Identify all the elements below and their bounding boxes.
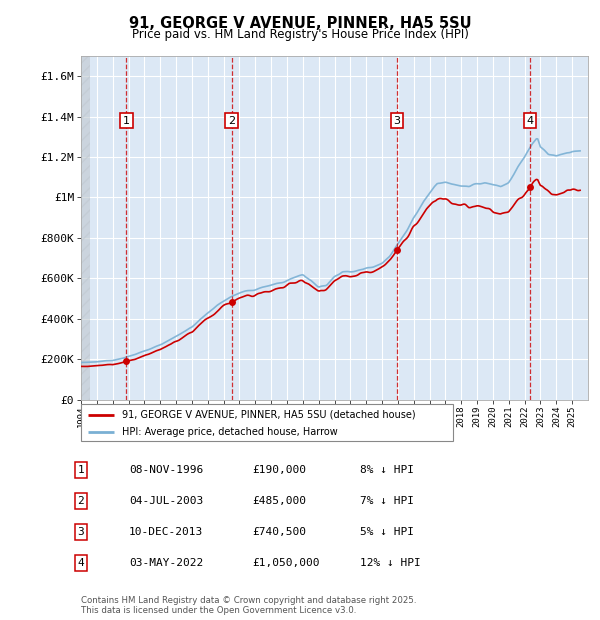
Text: 12% ↓ HPI: 12% ↓ HPI (360, 558, 421, 568)
Text: 1: 1 (123, 115, 130, 126)
Text: 2: 2 (77, 496, 85, 506)
Text: 4: 4 (526, 115, 533, 126)
Text: Contains HM Land Registry data © Crown copyright and database right 2025.
This d: Contains HM Land Registry data © Crown c… (81, 596, 416, 615)
Bar (81, 56, 90, 400)
Text: £190,000: £190,000 (252, 465, 306, 475)
Text: 7% ↓ HPI: 7% ↓ HPI (360, 496, 414, 506)
Text: 4: 4 (77, 558, 85, 568)
Text: 03-MAY-2022: 03-MAY-2022 (129, 558, 203, 568)
Text: 91, GEORGE V AVENUE, PINNER, HA5 5SU: 91, GEORGE V AVENUE, PINNER, HA5 5SU (128, 16, 472, 31)
Text: 1: 1 (77, 465, 85, 475)
Text: 2: 2 (228, 115, 235, 126)
Text: 08-NOV-1996: 08-NOV-1996 (129, 465, 203, 475)
Text: HPI: Average price, detached house, Harrow: HPI: Average price, detached house, Harr… (122, 427, 338, 437)
Text: 91, GEORGE V AVENUE, PINNER, HA5 5SU (detached house): 91, GEORGE V AVENUE, PINNER, HA5 5SU (de… (122, 410, 416, 420)
Text: 3: 3 (77, 527, 85, 537)
Text: 8% ↓ HPI: 8% ↓ HPI (360, 465, 414, 475)
Text: 04-JUL-2003: 04-JUL-2003 (129, 496, 203, 506)
Text: £1,050,000: £1,050,000 (252, 558, 320, 568)
Text: 3: 3 (394, 115, 400, 126)
Text: £485,000: £485,000 (252, 496, 306, 506)
Text: Price paid vs. HM Land Registry's House Price Index (HPI): Price paid vs. HM Land Registry's House … (131, 29, 469, 41)
Text: 10-DEC-2013: 10-DEC-2013 (129, 527, 203, 537)
Text: 5% ↓ HPI: 5% ↓ HPI (360, 527, 414, 537)
Text: £740,500: £740,500 (252, 527, 306, 537)
